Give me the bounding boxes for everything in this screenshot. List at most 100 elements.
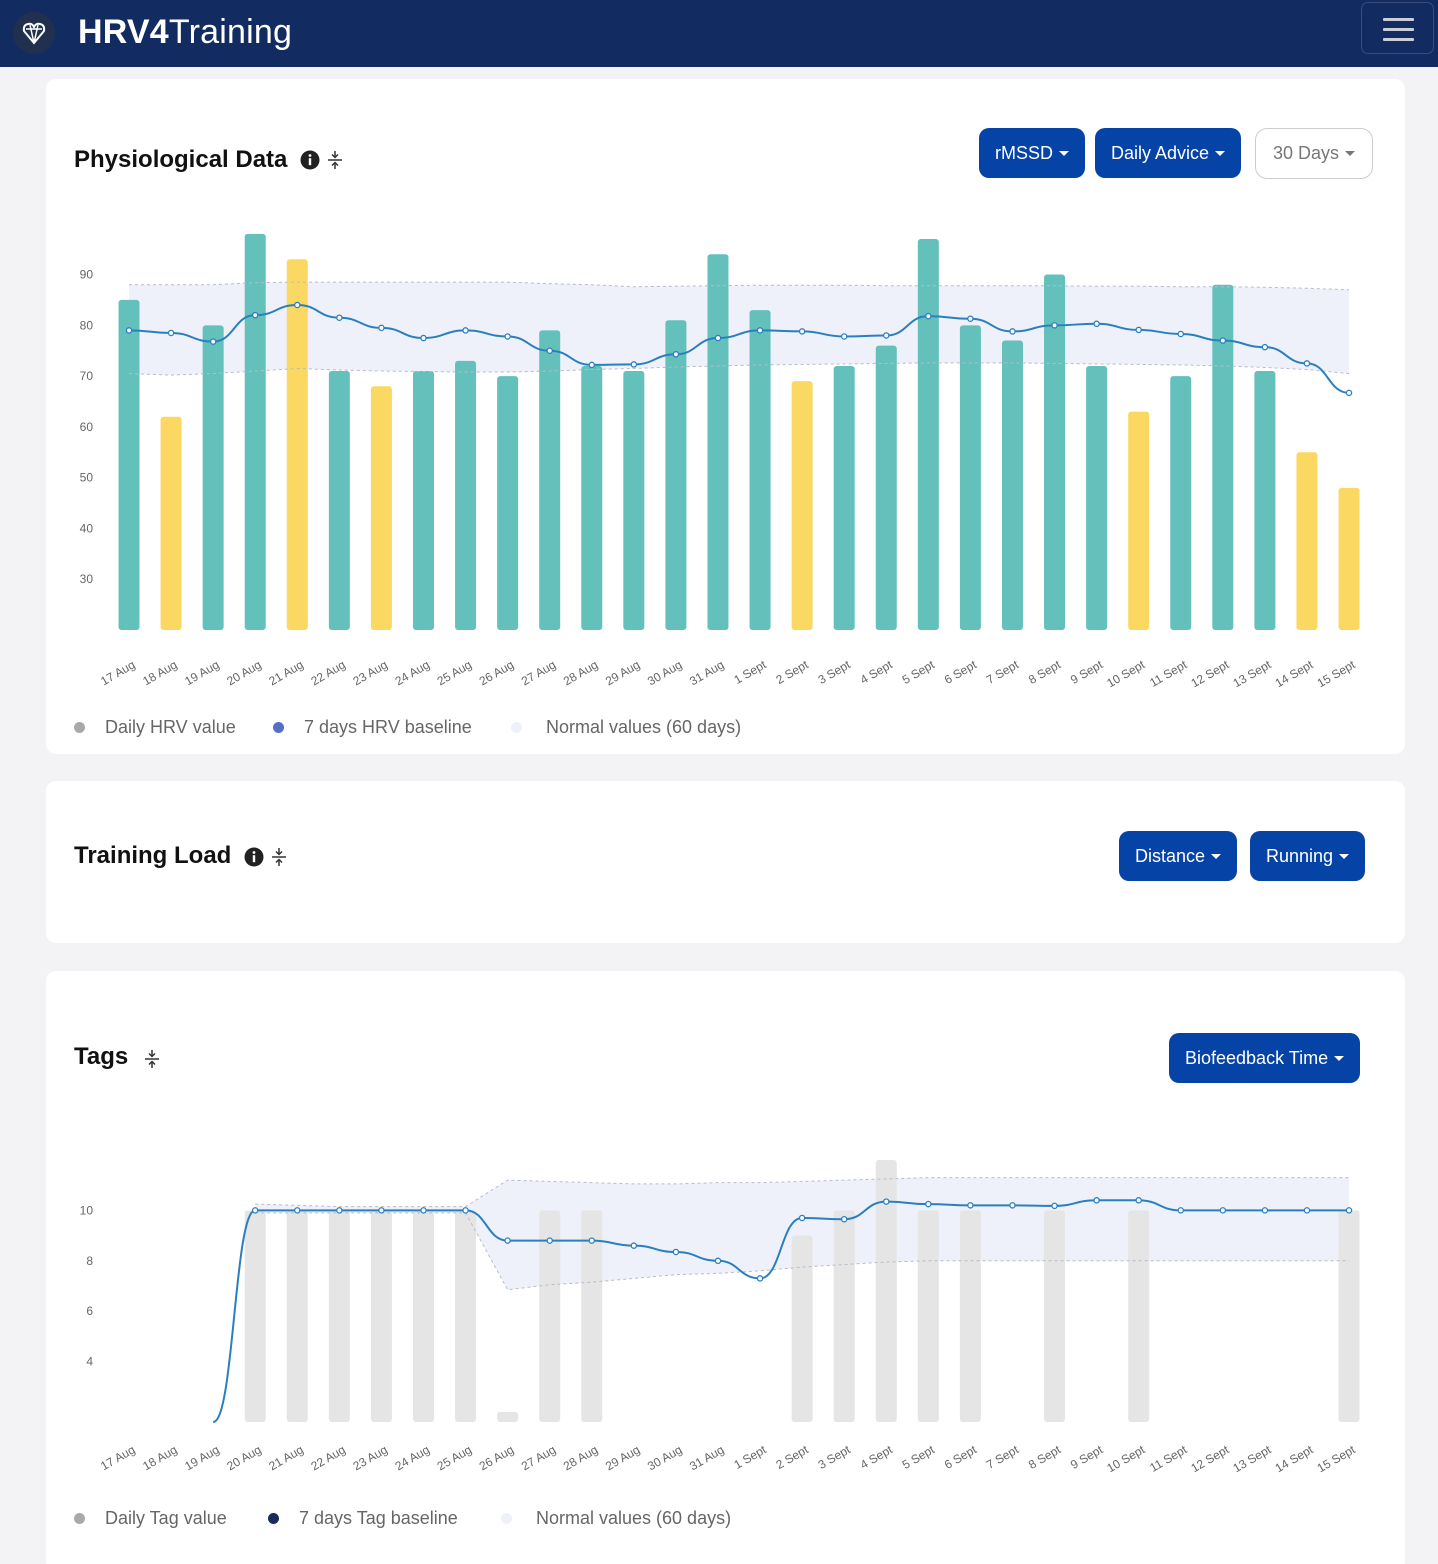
bar-tags-4[interactable] [286,1210,308,1422]
bar-hrv-19[interactable] [917,239,939,630]
baseline-point[interactable] [588,1237,596,1244]
bar-hrv-11[interactable] [581,365,603,630]
baseline-point[interactable] [1345,1207,1353,1214]
baseline-point[interactable] [630,361,638,368]
baseline-point[interactable] [420,1207,427,1214]
baseline-point[interactable] [840,333,848,340]
info-icon[interactable] [300,150,320,170]
bar-tags-16[interactable] [791,1235,813,1422]
baseline-point[interactable] [798,328,806,335]
baseline-point[interactable] [588,361,596,369]
bar-hrv-17[interactable] [833,365,855,630]
bar-hrv-5[interactable] [328,371,350,630]
baseline-point[interactable] [251,1207,259,1214]
baseline-point[interactable] [1177,330,1185,338]
baseline-point[interactable] [672,1248,680,1256]
bar-hrv-25[interactable] [1170,376,1192,630]
baseline-point[interactable] [1303,360,1311,367]
baseline-point[interactable] [1093,1197,1100,1204]
baseline-point[interactable] [378,324,385,332]
bar-hrv-24[interactable] [1128,411,1150,630]
baseline-point[interactable] [504,1237,511,1244]
bar-hrv-14[interactable] [707,254,729,630]
bar-hrv-9[interactable] [497,376,519,630]
tag-dropdown-button[interactable]: Biofeedback Time [1169,1033,1361,1083]
legend-baseline-label[interactable]: 7 days HRV baseline [304,717,472,737]
baseline-point[interactable] [883,1198,890,1205]
bar-hrv-27[interactable] [1254,371,1276,630]
baseline-point[interactable] [840,1215,848,1223]
baseline-point[interactable] [1303,1207,1311,1214]
metric-dropdown-button[interactable]: rMSSD [979,128,1085,178]
baseline-point[interactable] [1051,1202,1058,1210]
bar-hrv-21[interactable] [1001,340,1023,630]
bar-tags-10[interactable] [539,1210,561,1422]
baseline-point[interactable] [967,315,974,322]
distance-dropdown-button[interactable]: Distance [1119,831,1238,881]
bar-tags-11[interactable] [581,1210,603,1422]
brand-name[interactable]: HRV4Training [78,11,292,53]
bar-hrv-15[interactable] [749,310,771,630]
bar-tags-6[interactable] [370,1210,392,1422]
bar-hrv-16[interactable] [791,381,813,630]
bar-hrv-18[interactable] [875,345,897,630]
baseline-point[interactable] [125,327,133,334]
bar-tags-19[interactable] [917,1210,939,1422]
legend-normal-label[interactable]: Normal values (60 days) [546,717,742,737]
bar-hrv-23[interactable] [1086,365,1108,630]
baseline-point[interactable] [1219,1207,1227,1214]
bar-tags-18[interactable] [875,1160,897,1422]
bar-hrv-13[interactable] [665,320,687,630]
baseline-point[interactable] [167,329,175,337]
baseline-point[interactable] [420,334,427,342]
baseline-point[interactable] [714,1257,722,1265]
baseline-point[interactable] [756,1275,764,1282]
bar-hrv-29[interactable] [1338,487,1360,630]
baseline-point[interactable] [1135,1197,1142,1204]
bar-hrv-0[interactable] [118,299,140,630]
bar-tags-3[interactable] [244,1210,266,1422]
range-dropdown-button[interactable]: 30 Days [1255,128,1374,179]
baseline-point[interactable] [294,1207,301,1214]
legend-normal-label[interactable]: Normal values (60 days) [536,1508,732,1528]
bar-hrv-8[interactable] [455,360,477,630]
bar-tags-24[interactable] [1128,1210,1150,1422]
baseline-point[interactable] [756,327,764,334]
baseline-point[interactable] [1219,337,1227,344]
baseline-point[interactable] [546,1237,553,1244]
legend-daily-label[interactable]: Daily Tag value [105,1508,227,1528]
legend-daily-label[interactable]: Daily HRV value [105,717,236,737]
bar-hrv-6[interactable] [370,386,392,630]
info-icon[interactable] [244,847,264,867]
collapse-icon[interactable] [143,1048,161,1070]
bar-hrv-1[interactable] [160,416,182,630]
baseline-point[interactable] [1009,328,1016,335]
bar-tags-17[interactable] [833,1210,855,1422]
baseline-point[interactable] [336,1207,343,1214]
sport-dropdown-button[interactable]: Running [1250,831,1366,881]
baseline-point[interactable] [1261,343,1269,351]
bar-tags-5[interactable] [328,1210,350,1422]
bar-hrv-12[interactable] [623,371,645,630]
baseline-point[interactable] [462,1207,469,1214]
baseline-point[interactable] [925,1200,932,1208]
bar-hrv-2[interactable] [202,325,224,630]
baseline-point[interactable] [1261,1207,1269,1214]
baseline-point[interactable] [714,334,722,342]
baseline-point[interactable] [672,351,680,358]
baseline-point[interactable] [1093,320,1100,328]
bar-tags-22[interactable] [1044,1210,1066,1422]
baseline-point[interactable] [209,338,217,345]
baseline-point[interactable] [251,311,259,319]
bar-hrv-3[interactable] [244,233,266,631]
heart-logo-icon[interactable] [12,11,56,55]
baseline-point[interactable] [1051,322,1058,329]
baseline-point[interactable] [798,1214,806,1222]
collapse-icon[interactable] [270,846,288,868]
baseline-point[interactable] [967,1202,974,1209]
baseline-point[interactable] [1177,1207,1185,1214]
bar-hrv-7[interactable] [412,371,434,630]
bar-tags-7[interactable] [412,1210,434,1422]
baseline-point[interactable] [1009,1202,1016,1209]
baseline-point[interactable] [546,347,553,354]
